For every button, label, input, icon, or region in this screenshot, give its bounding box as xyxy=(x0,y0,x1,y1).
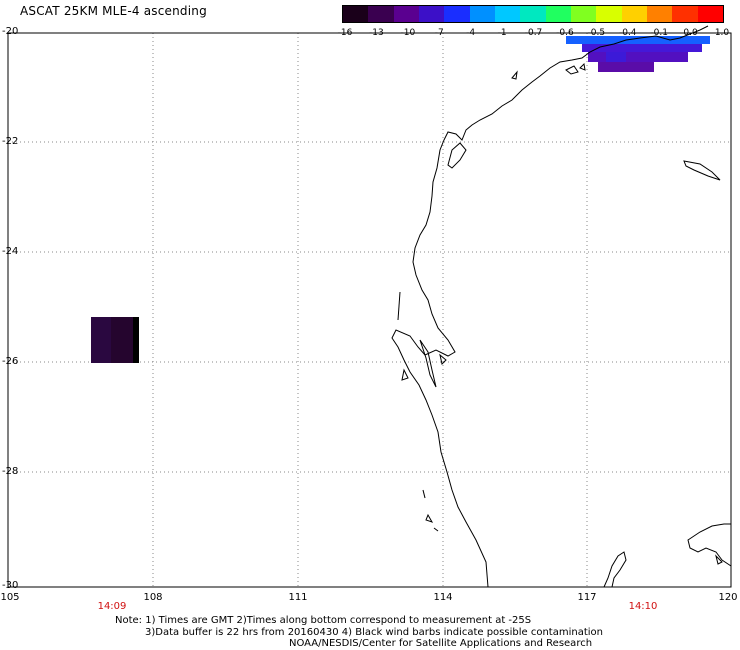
x-tick-label: 111 xyxy=(288,592,308,603)
x-tick-label: 120 xyxy=(718,592,738,603)
colorbar-swatch xyxy=(672,6,698,22)
y-tick-label: -28 xyxy=(2,466,19,477)
y-tick-label: -24 xyxy=(2,246,19,257)
map-frame xyxy=(7,32,732,588)
colorbar-swatch xyxy=(520,6,546,22)
y-tick-label: -22 xyxy=(2,136,19,147)
colorbar-swatch xyxy=(494,6,521,22)
y-tick-label: -26 xyxy=(2,356,19,367)
colorbar-swatch xyxy=(469,6,495,22)
map-title: ASCAT 25KM MLE-4 ascending xyxy=(20,4,207,18)
note-line-2: 3)Data buffer is 22 hrs from 20160430 4)… xyxy=(145,627,603,638)
grid-lines xyxy=(8,33,731,587)
wind-data-swath xyxy=(566,36,710,72)
colorbar-swatch xyxy=(596,6,622,22)
colorbar xyxy=(342,5,724,23)
x-tick-label: 117 xyxy=(577,592,597,603)
coastline xyxy=(391,25,732,588)
y-tick-label: -20 xyxy=(2,26,19,37)
colorbar-swatch xyxy=(393,6,419,22)
colorbar-swatch xyxy=(368,6,394,22)
time-label: 14:10 xyxy=(628,601,658,612)
colorbar-swatch xyxy=(646,6,673,22)
colorbar-swatch xyxy=(418,6,445,22)
colorbar-swatch xyxy=(343,6,369,22)
colorbar-swatch xyxy=(444,6,470,22)
note-line-1: Note: 1) Times are GMT 2)Times along bot… xyxy=(115,615,532,626)
y-tick-label: -30 xyxy=(2,580,19,591)
x-tick-label: 114 xyxy=(433,592,453,603)
colorbar-swatch xyxy=(621,6,647,22)
time-label: 14:09 xyxy=(97,601,127,612)
colorbar-swatch xyxy=(545,6,571,22)
colorbar-swatch xyxy=(570,6,597,22)
colorbar-swatch xyxy=(697,6,723,22)
x-tick-label: 105 xyxy=(0,592,20,603)
x-tick-label: 108 xyxy=(143,592,163,603)
credit-line: NOAA/NESDIS/Center for Satellite Applica… xyxy=(289,638,593,649)
wind-data-cell-left xyxy=(91,317,139,363)
